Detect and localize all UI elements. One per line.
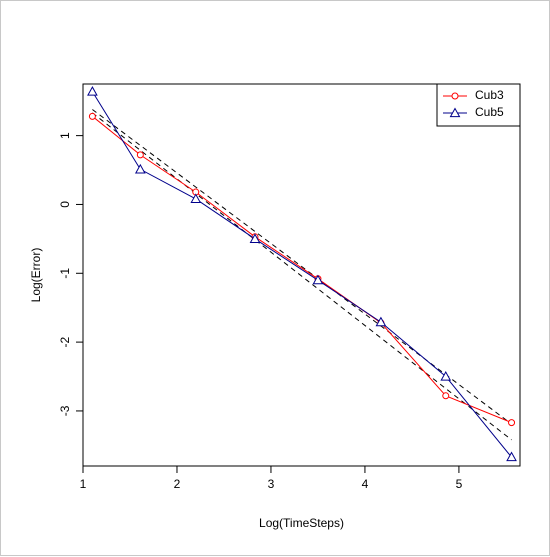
- series-line-cub3: [92, 115, 512, 424]
- fit-line-cub5: [92, 112, 512, 441]
- y-tick-label: -3: [58, 405, 72, 416]
- y-tick-label: 0: [58, 201, 72, 208]
- x-axis-title: Log(TimeSteps): [259, 516, 344, 530]
- legend: Cub3 Cub5: [436, 83, 521, 127]
- data-point-cub5: [375, 316, 387, 327]
- y-axis-title: Log(Error): [29, 248, 43, 303]
- x-tick-label: 2: [174, 477, 181, 491]
- data-point-cub3: [442, 392, 450, 400]
- data-point-cub5: [312, 274, 324, 285]
- data-point-cub5: [190, 193, 202, 204]
- data-point-cub3: [136, 151, 144, 159]
- data-point-cub5: [506, 451, 517, 462]
- y-tick-label: -2: [58, 336, 72, 347]
- legend-box: [436, 83, 521, 127]
- legend-marker-cub5: [449, 107, 461, 118]
- x-tick-label: 1: [80, 477, 87, 491]
- x-tick-label: 5: [456, 477, 463, 491]
- series-line-cub5: [91, 91, 512, 458]
- y-tick-label: -1: [58, 268, 72, 279]
- data-point-cub5: [87, 86, 98, 96]
- data-point-cub5: [440, 370, 452, 381]
- y-tick-label: 1: [58, 132, 72, 139]
- fit-line-cub3: [92, 109, 512, 425]
- data-point-cub3: [88, 112, 96, 120]
- data-point-cub5: [134, 163, 146, 174]
- x-tick-label: 3: [268, 477, 275, 491]
- data-point-cub3: [508, 419, 516, 427]
- x-tick-label: 4: [362, 477, 369, 491]
- legend-marker-cub3: [451, 92, 459, 100]
- legend-label-cub3: Cub3: [475, 88, 504, 102]
- legend-label-cub5: Cub5: [475, 105, 504, 119]
- plot-box: [82, 83, 521, 467]
- plot-area: [87, 86, 517, 462]
- data-point-cub5: [249, 233, 261, 243]
